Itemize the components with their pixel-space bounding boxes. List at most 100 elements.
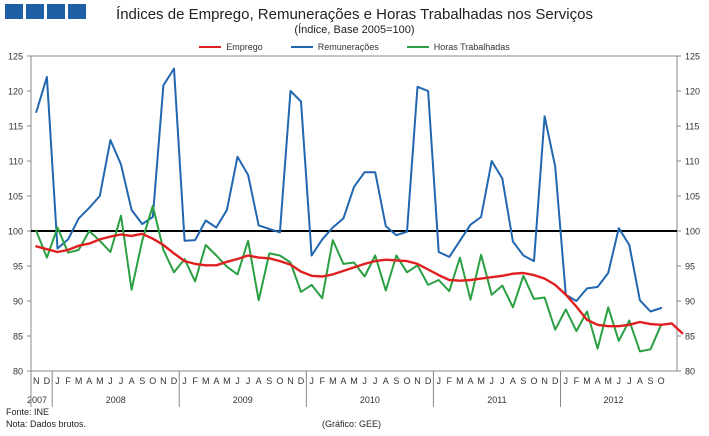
x-month-label: F xyxy=(574,376,580,386)
x-month-label: J xyxy=(362,376,367,386)
x-year-label: 2009 xyxy=(233,395,253,405)
x-month-label: D xyxy=(44,376,51,386)
x-month-label: A xyxy=(86,376,92,386)
x-month-label: A xyxy=(595,376,601,386)
x-year-label: 2010 xyxy=(360,395,380,405)
x-month-label: S xyxy=(139,376,145,386)
chart-subtitle: (Índice, Base 2005=100) xyxy=(294,24,415,36)
y-tick-label-right: 95 xyxy=(685,262,695,272)
series-line-horas-trabalhadas xyxy=(35,204,663,353)
x-month-label: M xyxy=(75,376,83,386)
y-tick-label-right: 90 xyxy=(685,297,695,307)
x-month-label: N xyxy=(541,376,548,386)
y-tick-label-right: 100 xyxy=(685,227,700,237)
y-tick-label-left: 80 xyxy=(13,367,23,377)
x-month-label: M xyxy=(477,376,485,386)
x-month-label: J xyxy=(246,376,251,386)
x-month-label: O xyxy=(403,376,410,386)
source-note: Fonte: INE xyxy=(6,407,50,417)
x-month-label: F xyxy=(319,376,325,386)
y-tick-label-left: 85 xyxy=(13,332,23,342)
x-month-label: O xyxy=(658,376,665,386)
x-year-label: 2011 xyxy=(487,395,506,405)
x-month-label: O xyxy=(149,376,156,386)
x-month-label: S xyxy=(648,376,654,386)
y-tick-label-right: 105 xyxy=(685,192,700,202)
x-month-label: M xyxy=(604,376,612,386)
x-month-label: M xyxy=(350,376,358,386)
x-month-label: O xyxy=(531,376,538,386)
x-year-label: 2007 xyxy=(27,395,47,405)
x-month-label: A xyxy=(637,376,643,386)
x-month-label: J xyxy=(500,376,505,386)
legend: Emprego Remunerações Horas Trabalhadas xyxy=(0,42,709,52)
x-month-label: A xyxy=(510,376,516,386)
y-tick-label-left: 120 xyxy=(8,87,23,97)
legend-label-remuneracoes: Remunerações xyxy=(317,42,379,52)
legend-swatch-emprego xyxy=(199,46,222,48)
x-month-label: A xyxy=(340,376,346,386)
y-tick-label-left: 95 xyxy=(13,262,23,272)
x-month-label: D xyxy=(552,376,559,386)
y-tick-label-left: 105 xyxy=(8,192,23,202)
x-month-label: M xyxy=(329,376,337,386)
y-tick-label-right: 115 xyxy=(685,122,699,132)
legend-swatch-horas xyxy=(406,46,429,48)
y-tick-label-right: 80 xyxy=(685,367,695,377)
x-month-label: J xyxy=(235,376,240,386)
x-month-label: S xyxy=(266,376,272,386)
x-month-label: N xyxy=(33,376,40,386)
x-month-label: J xyxy=(617,376,622,386)
x-month-label: A xyxy=(256,376,262,386)
x-month-label: S xyxy=(393,376,399,386)
x-month-label: J xyxy=(119,376,124,386)
x-month-label: F xyxy=(65,376,71,386)
y-tick-label-right: 125 xyxy=(685,52,700,62)
x-year-label: 2008 xyxy=(106,395,126,405)
y-tick-label-left: 125 xyxy=(8,52,23,62)
x-month-label: J xyxy=(564,376,569,386)
x-month-label: J xyxy=(108,376,113,386)
x-month-label: M xyxy=(583,376,591,386)
logo xyxy=(5,4,86,19)
y-tick-label-left: 90 xyxy=(13,297,23,307)
x-month-label: F xyxy=(192,376,198,386)
x-month-label: J xyxy=(627,376,632,386)
x-month-label: M xyxy=(223,376,231,386)
x-month-label: J xyxy=(489,376,494,386)
legend-item-remuneracoes: Remunerações xyxy=(290,42,379,52)
legend-label-horas: Horas Trabalhadas xyxy=(433,42,510,52)
x-month-label: A xyxy=(383,376,389,386)
x-month-label: M xyxy=(456,376,464,386)
credit-note: (Gráfico: GEE) xyxy=(322,419,382,429)
y-tick-label-left: 115 xyxy=(9,122,23,132)
x-month-label: D xyxy=(298,376,305,386)
x-month-label: M xyxy=(96,376,104,386)
x-month-label: J xyxy=(436,376,441,386)
legend-item-emprego: Emprego xyxy=(199,42,263,52)
x-month-label: N xyxy=(287,376,294,386)
x-month-label: F xyxy=(447,376,453,386)
legend-item-horas: Horas Trabalhadas xyxy=(406,42,510,52)
x-month-label: A xyxy=(467,376,473,386)
x-month-label: J xyxy=(182,376,187,386)
data-note: Nota: Dados brutos. xyxy=(6,419,87,429)
x-month-label: J xyxy=(55,376,60,386)
series-line-remuneracoes xyxy=(35,67,663,313)
chart-title: Índices de Emprego, Remunerações e Horas… xyxy=(116,6,593,23)
legend-label-emprego: Emprego xyxy=(226,42,263,52)
series-line-emprego xyxy=(35,232,684,335)
legend-swatch-remuneracoes xyxy=(290,46,313,48)
y-tick-label-right: 120 xyxy=(685,87,700,97)
x-month-label: N xyxy=(160,376,167,386)
y-tick-label-left: 100 xyxy=(8,227,23,237)
x-month-label: S xyxy=(520,376,526,386)
x-month-label: J xyxy=(373,376,378,386)
y-tick-label-right: 85 xyxy=(685,332,695,342)
x-month-label: A xyxy=(213,376,219,386)
x-month-label: M xyxy=(202,376,210,386)
x-year-label: 2012 xyxy=(603,395,623,405)
x-month-label: N xyxy=(414,376,421,386)
x-month-label: J xyxy=(309,376,314,386)
